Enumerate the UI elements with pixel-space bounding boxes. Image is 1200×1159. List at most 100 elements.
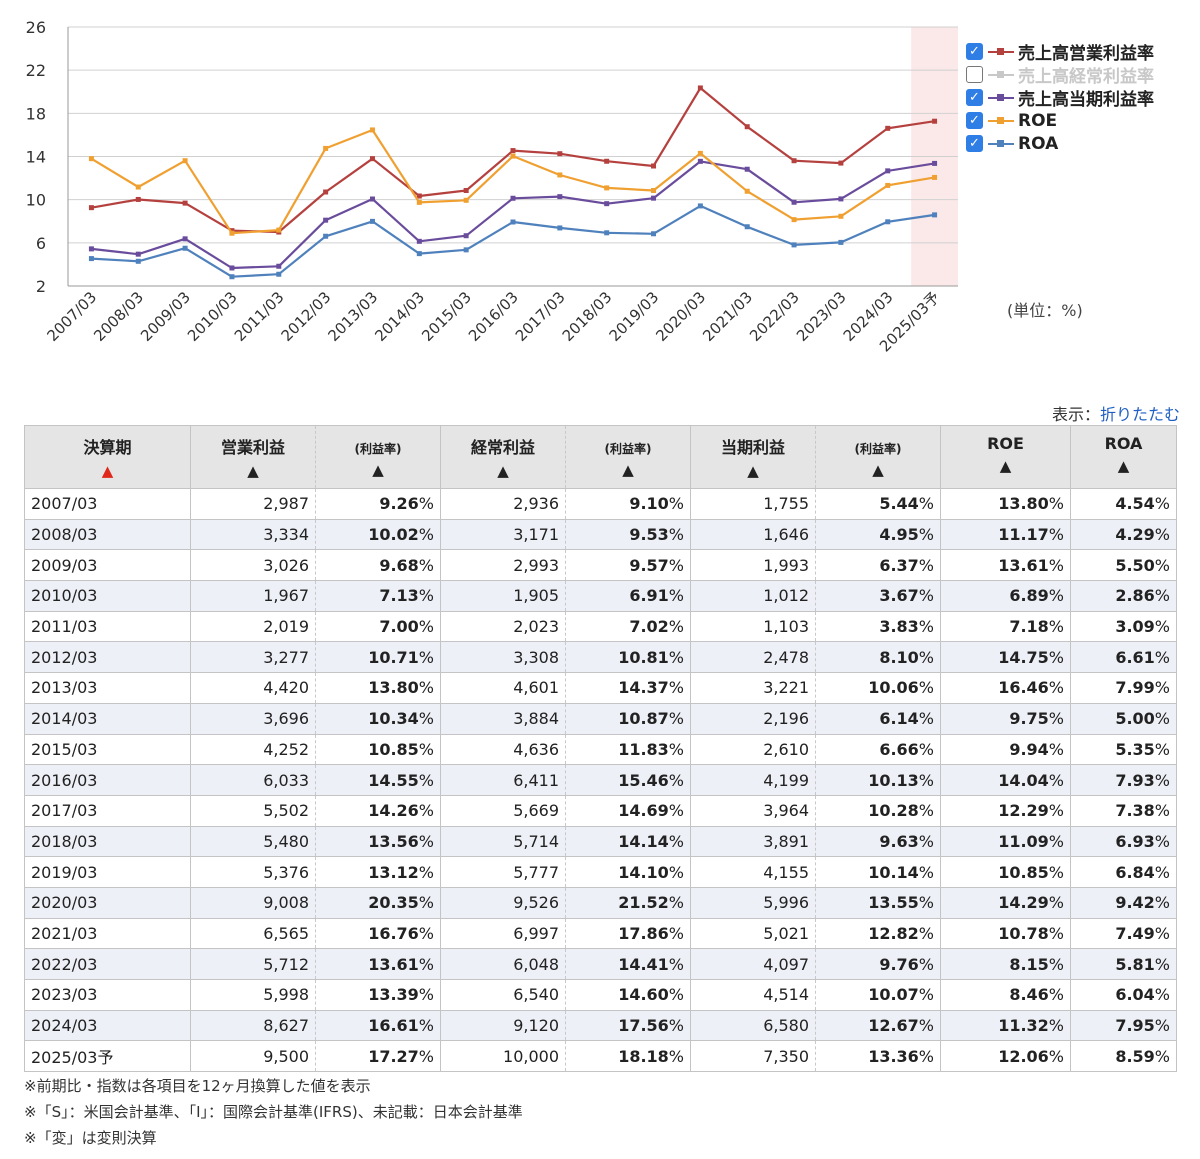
percent-unit: % bbox=[1154, 1016, 1170, 1036]
header-ord-profit[interactable]: 経常利益 ▲ bbox=[440, 425, 566, 489]
data-point bbox=[791, 242, 797, 248]
cell-ord-rate: 14.60% bbox=[565, 979, 691, 1011]
table-row: 2014/03 3,696 10.34% 3,884 10.87% 2,196 6.14% 9… bbox=[24, 702, 1177, 735]
cell-ord-rate-value: 10.81 bbox=[618, 647, 669, 667]
header-op-profit[interactable]: 営業利益 ▲ bbox=[190, 425, 316, 489]
data-point bbox=[229, 228, 235, 234]
cell-op-rate-value: 10.02 bbox=[368, 525, 419, 545]
cell-ord-profit-value: 2,936 bbox=[513, 494, 559, 514]
cell-roa-value: 6.61 bbox=[1115, 647, 1155, 667]
header-op-rate[interactable]: (利益率) ▲ bbox=[315, 425, 441, 489]
y-tick-label: 14 bbox=[26, 148, 46, 167]
header-roa[interactable]: ROA ▲ bbox=[1070, 425, 1177, 489]
table-row: 2010/03 1,967 7.13% 1,905 6.91% 1,012 3.67% 6.8… bbox=[24, 580, 1177, 612]
legend-item[interactable]: 売上高経常利益率 bbox=[966, 63, 1154, 87]
percent-unit: % bbox=[918, 1046, 934, 1066]
legend-label: ROA bbox=[1018, 133, 1059, 154]
cell-net-rate-value: 6.66 bbox=[879, 739, 919, 759]
cell-op-rate: 9.26% bbox=[315, 488, 441, 520]
sort-icon[interactable]: ▲ bbox=[999, 457, 1012, 475]
checkbox-checked-icon[interactable]: ✓ bbox=[966, 89, 983, 106]
cell-period-value: 2018/03 bbox=[31, 831, 98, 851]
legend-label: 売上高当期利益率 bbox=[1018, 90, 1154, 110]
percent-unit: % bbox=[668, 893, 684, 913]
data-point bbox=[323, 233, 329, 239]
cell-period: 2010/03 bbox=[24, 580, 191, 612]
header-net-profit[interactable]: 当期利益 ▲ bbox=[690, 425, 816, 489]
cell-ord-rate-value: 9.57 bbox=[629, 555, 669, 575]
cell-op-rate: 14.26% bbox=[315, 794, 441, 827]
percent-unit: % bbox=[668, 985, 684, 1005]
cell-op-rate: 16.61% bbox=[315, 1009, 441, 1042]
cell-period-value: 2009/03 bbox=[31, 555, 98, 575]
cell-ord-rate: 10.81% bbox=[565, 641, 691, 674]
cell-period-value: 2025/03予 bbox=[31, 1048, 114, 1068]
cell-op-profit: 1,967 bbox=[190, 580, 316, 612]
sort-icon[interactable]: ▲ bbox=[497, 462, 509, 480]
header-period[interactable]: 決算期 ▲ bbox=[24, 425, 191, 489]
sort-icon[interactable]: ▲ bbox=[247, 462, 259, 480]
sort-asc-active-icon[interactable]: ▲ bbox=[101, 462, 114, 480]
cell-period-value: 2017/03 bbox=[31, 801, 98, 821]
data-point bbox=[135, 251, 141, 257]
legend-item[interactable]: ✓ 売上高当期利益率 bbox=[966, 86, 1154, 110]
percent-unit: % bbox=[918, 555, 934, 575]
header-net-rate[interactable]: (利益率) ▲ bbox=[815, 425, 941, 489]
display-label: 表示： bbox=[1051, 405, 1100, 424]
header-net-profit-label: 当期利益 bbox=[720, 438, 785, 457]
cell-period-value: 2021/03 bbox=[31, 923, 98, 943]
cell-ord-profit: 1,905 bbox=[440, 580, 566, 612]
cell-net-profit: 1,993 bbox=[690, 549, 816, 582]
cell-ord-rate: 17.86% bbox=[565, 917, 691, 950]
percent-unit: % bbox=[918, 617, 934, 637]
percent-unit: % bbox=[418, 617, 434, 637]
percent-unit: % bbox=[918, 862, 934, 882]
cell-op-profit: 5,998 bbox=[190, 979, 316, 1011]
data-point bbox=[463, 233, 469, 239]
data-point bbox=[557, 225, 563, 231]
checkbox-checked-icon[interactable]: ✓ bbox=[966, 112, 983, 129]
legend-item[interactable]: ✓ ROE bbox=[966, 109, 1154, 132]
cell-roa: 8.59% bbox=[1070, 1040, 1177, 1073]
percent-unit: % bbox=[418, 831, 434, 851]
checkbox-checked-icon[interactable]: ✓ bbox=[966, 135, 983, 152]
cell-period: 2018/03 bbox=[24, 825, 191, 858]
checkbox-unchecked-icon[interactable] bbox=[966, 66, 983, 83]
cell-period: 2025/03予 bbox=[24, 1040, 191, 1073]
cell-op-rate-value: 9.26 bbox=[379, 494, 419, 514]
cell-op-profit: 4,420 bbox=[190, 672, 316, 704]
cell-roa-value: 8.59 bbox=[1115, 1046, 1155, 1066]
sort-icon[interactable]: ▲ bbox=[747, 462, 759, 480]
cell-ord-profit: 6,048 bbox=[440, 948, 566, 980]
collapse-link[interactable]: 折りたたむ bbox=[1099, 405, 1180, 424]
legend-item[interactable]: ✓ ROA bbox=[966, 132, 1154, 155]
header-ord-rate[interactable]: (利益率) ▲ bbox=[565, 425, 691, 489]
cell-roa-value: 4.29 bbox=[1115, 525, 1155, 545]
sort-icon[interactable]: ▲ bbox=[1117, 457, 1130, 475]
table-row: 2007/03 2,987 9.26% 2,936 9.10% 1,755 5.44% 13.… bbox=[24, 488, 1177, 520]
cell-op-rate: 10.71% bbox=[315, 641, 441, 674]
cell-roe-value: 16.46 bbox=[998, 678, 1049, 698]
checkbox-checked-icon[interactable]: ✓ bbox=[966, 43, 983, 60]
table-row: 2021/03 6,565 16.76% 6,997 17.86% 5,021 12.82%… bbox=[24, 917, 1177, 950]
x-tick-label: 2008/03 bbox=[90, 288, 147, 345]
x-tick-label: 2013/03 bbox=[325, 288, 382, 345]
sort-icon[interactable]: ▲ bbox=[622, 461, 634, 479]
cell-op-rate-value: 13.80 bbox=[368, 678, 419, 698]
table-row: 2012/03 3,277 10.71% 3,308 10.81% 2,478 8.10% 1… bbox=[24, 641, 1177, 674]
cell-ord-profit-value: 9,526 bbox=[513, 893, 559, 913]
cell-period-value: 2007/03 bbox=[31, 494, 98, 514]
legend-item[interactable]: ✓ 売上高営業利益率 bbox=[966, 40, 1154, 64]
cell-net-rate: 10.14% bbox=[815, 856, 941, 888]
cell-ord-profit: 3,884 bbox=[440, 702, 566, 735]
data-point bbox=[697, 203, 703, 209]
cell-net-profit: 5,996 bbox=[690, 886, 816, 919]
cell-ord-profit: 6,411 bbox=[440, 764, 566, 796]
header-roe[interactable]: ROE ▲ bbox=[940, 425, 1071, 489]
sort-icon[interactable]: ▲ bbox=[872, 461, 884, 479]
sort-icon[interactable]: ▲ bbox=[372, 461, 384, 479]
percent-unit: % bbox=[1048, 801, 1064, 821]
cell-op-profit: 5,712 bbox=[190, 948, 316, 980]
data-point bbox=[135, 196, 141, 202]
percent-unit: % bbox=[1154, 525, 1170, 545]
